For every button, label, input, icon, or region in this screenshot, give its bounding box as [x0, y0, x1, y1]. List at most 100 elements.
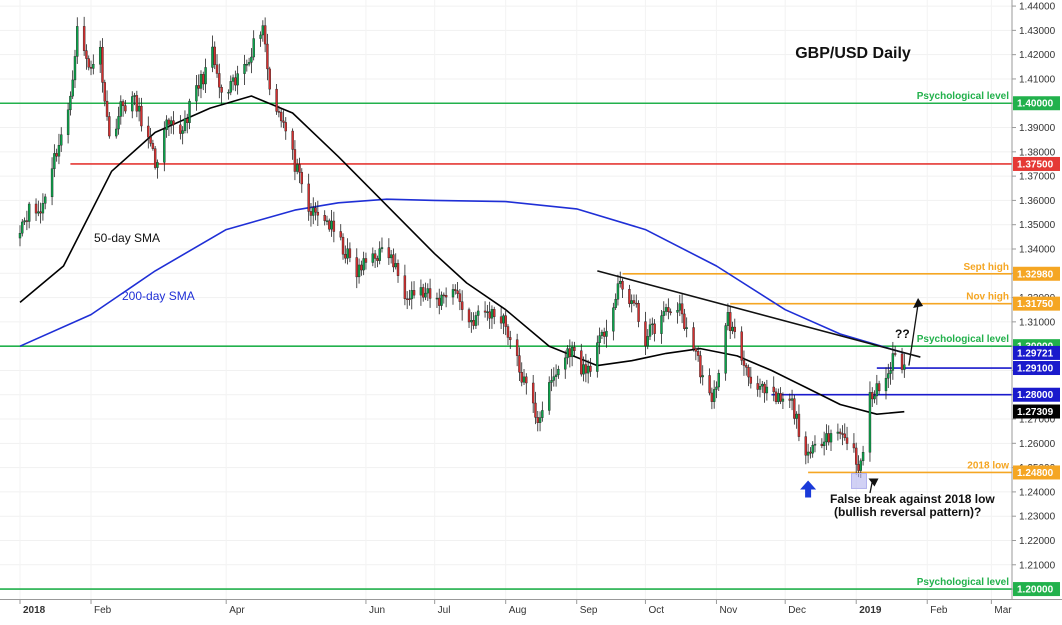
candle-body — [566, 348, 569, 359]
candle-body — [493, 309, 496, 317]
candle-body — [550, 380, 553, 383]
candle-body — [616, 283, 620, 300]
candle-body — [355, 257, 358, 278]
candle-body — [504, 315, 507, 327]
candle-body — [637, 303, 640, 322]
candle-body — [282, 120, 285, 123]
candle-body — [749, 376, 753, 384]
candle-body — [396, 263, 400, 276]
candle-body — [664, 307, 668, 312]
candle-body — [247, 62, 251, 65]
candle-body — [284, 122, 287, 132]
candle-body — [66, 109, 70, 135]
candle-body — [188, 100, 191, 123]
candle-body — [380, 247, 384, 249]
candle-body — [135, 95, 139, 112]
candle-body — [236, 73, 239, 86]
candle-body — [89, 66, 93, 69]
candle-body — [777, 393, 780, 402]
candle-body — [117, 116, 120, 130]
candle-body — [745, 365, 748, 368]
candle-body — [861, 452, 865, 462]
candle-body — [298, 164, 301, 173]
candle-body — [534, 402, 537, 418]
candle-body — [261, 25, 265, 36]
x-tick-label: Apr — [229, 605, 245, 616]
candle-body — [793, 398, 796, 419]
chart-title: GBP/USD Daily — [795, 45, 911, 62]
candle-body — [133, 95, 136, 97]
level-note: Psychological level — [917, 334, 1009, 345]
candle-body — [900, 353, 904, 370]
candle-body — [259, 34, 262, 39]
candle-body — [525, 376, 528, 384]
candle-body — [605, 330, 608, 337]
candle-body — [541, 410, 544, 418]
false-break-box — [851, 472, 868, 489]
candle-body — [648, 324, 652, 337]
candle-body — [394, 263, 397, 268]
y-tick-label: 1.37000 — [1019, 172, 1056, 183]
candle-body — [692, 327, 695, 350]
candle-body — [582, 364, 585, 375]
candle-body — [488, 311, 491, 319]
candle-body — [809, 451, 812, 454]
candle-body — [564, 357, 567, 370]
candle-body — [877, 383, 881, 392]
candle-body — [268, 68, 271, 90]
candle-body — [325, 220, 329, 222]
candle-body — [884, 377, 888, 392]
candle-body — [598, 335, 601, 343]
candle-body — [195, 85, 198, 102]
candle-body — [215, 64, 219, 74]
candle-body — [156, 162, 159, 168]
candle-body — [115, 128, 118, 137]
candle-body — [92, 64, 95, 69]
y-tick-label: 1.31000 — [1019, 317, 1056, 328]
candle-body — [857, 464, 860, 471]
candle-body — [843, 433, 846, 438]
candle-body — [312, 207, 315, 216]
candle-body — [772, 386, 775, 393]
candle-body — [630, 300, 633, 304]
x-tick-label: Dec — [788, 605, 806, 616]
y-tick-label: 1.27000 — [1019, 415, 1056, 426]
candle-body — [82, 26, 86, 51]
candle-body — [179, 124, 182, 134]
level-tag — [1013, 387, 1060, 402]
level-tag-label: 1.28000 — [1017, 390, 1054, 401]
candle-body — [307, 183, 310, 212]
candle-body — [774, 391, 778, 402]
candle-body — [811, 445, 814, 454]
candle-body — [147, 125, 150, 138]
candle-body — [27, 203, 31, 222]
candle-body — [204, 67, 207, 85]
candle-body — [71, 79, 74, 97]
candle-body — [165, 119, 168, 130]
candle-body — [729, 312, 732, 331]
projection-label: ?? — [895, 327, 910, 341]
candle-body — [124, 105, 127, 112]
candle-body — [140, 105, 143, 127]
level-note: Psychological level — [917, 577, 1009, 588]
level-tag-label: 1.29100 — [1017, 364, 1054, 375]
candle-body — [726, 312, 730, 326]
candle-body — [277, 111, 281, 113]
candle-body — [827, 433, 830, 443]
y-tick-label: 1.34000 — [1019, 244, 1056, 255]
candle-body — [151, 143, 155, 149]
candle-body — [405, 298, 409, 300]
candle-body — [153, 148, 157, 168]
candle-body — [806, 451, 810, 456]
y-tick-label: 1.35000 — [1019, 220, 1056, 231]
candle-body — [300, 172, 303, 185]
level-note: 2018 low — [967, 460, 1009, 471]
candle-body — [85, 50, 88, 59]
candle-body — [557, 368, 560, 376]
candle-body — [893, 353, 897, 355]
candle-body — [845, 437, 849, 444]
y-tick-label: 1.38000 — [1019, 147, 1056, 158]
candle-body — [680, 303, 684, 315]
candle-body — [103, 82, 106, 102]
